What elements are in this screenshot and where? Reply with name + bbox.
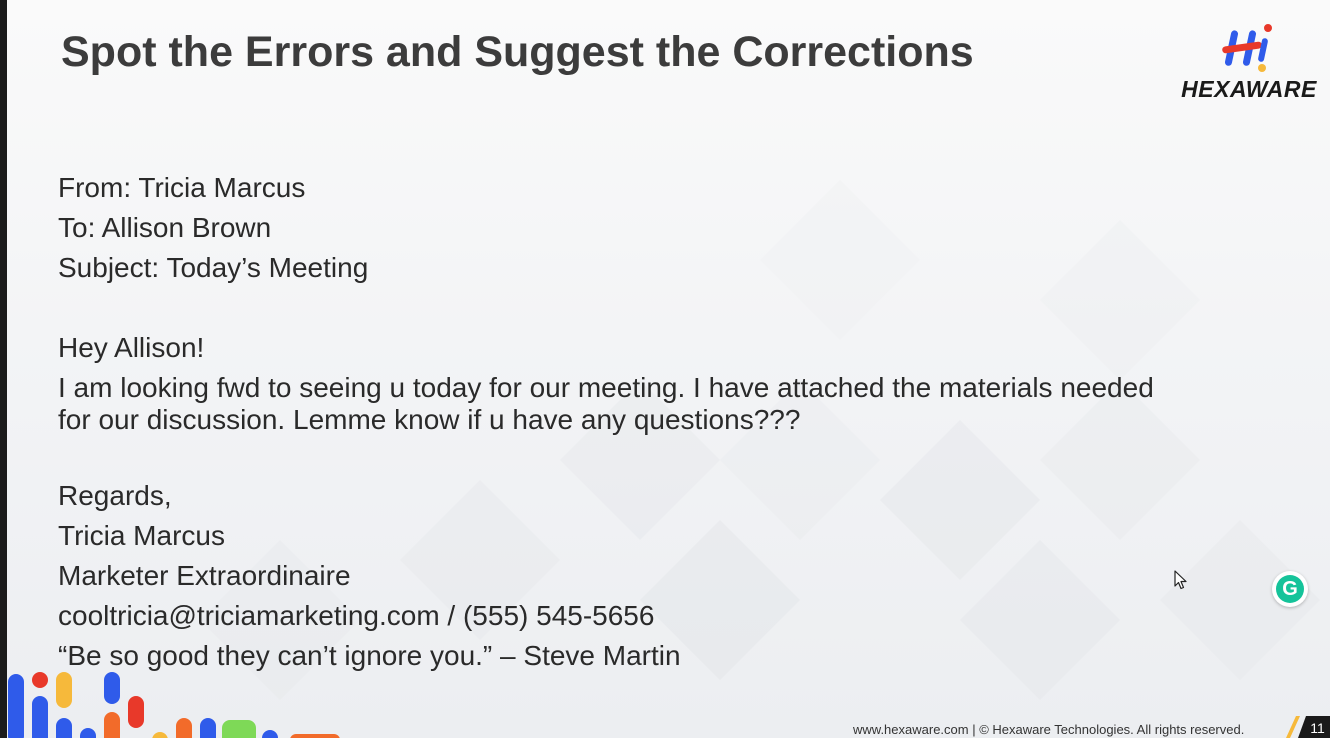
email-content: From: Tricia Marcus To: Allison Brown Su… xyxy=(58,168,1288,676)
grammarly-button[interactable]: G xyxy=(1272,571,1308,607)
email-body-line-2: for our discussion. Lemme know if u have… xyxy=(58,404,801,435)
hexaware-hi-logo-icon xyxy=(1222,24,1272,72)
email-closing: Regards, xyxy=(58,480,172,511)
signature-title: Marketer Extraordinaire xyxy=(58,560,351,591)
email-from: From: Tricia Marcus xyxy=(58,172,306,203)
email-to: To: Allison Brown xyxy=(58,212,272,243)
footer-text: www.hexaware.com | © Hexaware Technologi… xyxy=(853,722,1245,737)
email-body-line-1: I am looking fwd to seeing u today for o… xyxy=(58,372,1154,403)
signature-quote: “Be so good they can’t ignore you.” – St… xyxy=(58,640,681,671)
page-number-badge xyxy=(1286,716,1330,738)
hexaware-logo: HEXAWARE xyxy=(1176,22,1322,104)
signature-contact: cooltricia@triciamarketing.com / (555) 5… xyxy=(58,600,655,631)
signature-name: Tricia Marcus xyxy=(58,520,225,551)
mouse-pointer-icon xyxy=(1174,570,1187,590)
page-number: 11 xyxy=(1310,720,1325,736)
email-greeting: Hey Allison! xyxy=(58,332,205,363)
logo-text: HEXAWARE xyxy=(1181,76,1317,102)
email-subject: Subject: Today’s Meeting xyxy=(58,252,369,283)
decorative-color-bars xyxy=(8,672,340,738)
grammarly-icon: G xyxy=(1276,575,1304,603)
window-left-edge xyxy=(0,0,7,738)
email-body: I am looking fwd to seeing u today for o… xyxy=(58,368,1288,440)
slide-title: Spot the Errors and Suggest the Correcti… xyxy=(61,28,974,76)
